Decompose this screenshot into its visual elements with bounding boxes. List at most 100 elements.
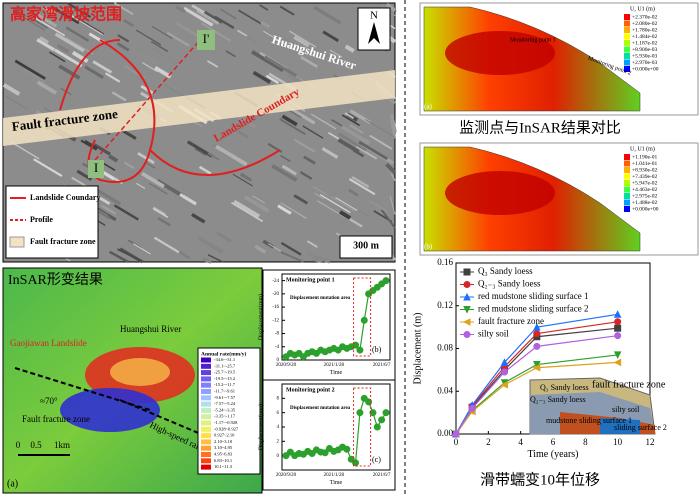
hillshade (76, 169, 93, 181)
hillshade (145, 43, 179, 65)
annotation: Displacement mutation area (290, 406, 351, 411)
colorbar-swatch (201, 395, 211, 401)
colorbar-swatch (624, 59, 630, 66)
hillshade (117, 34, 130, 43)
hillshade (280, 202, 307, 219)
scale-label: 300 m (353, 240, 380, 251)
hillshade (279, 5, 295, 16)
hillshade (357, 209, 369, 217)
colorbar-label: +0.000e+00 (632, 206, 659, 212)
y-tick-label: 0.12 (437, 300, 453, 310)
hillshade (14, 59, 46, 80)
colorbar-label: +8.930e-02 (632, 167, 657, 173)
hillshade (84, 65, 104, 79)
colorbar-swatch (624, 14, 630, 20)
hillshade (108, 154, 119, 163)
hillshade (111, 91, 127, 102)
hillshade (17, 11, 50, 33)
hillshade (179, 193, 197, 206)
river-label: Huangshui River (120, 324, 181, 334)
hillshade (136, 182, 146, 189)
hillshade (265, 74, 280, 84)
hillshade (54, 32, 85, 53)
colorbar-label: +1.041e-01 (632, 161, 657, 167)
y-tick-label: 2 (277, 439, 280, 444)
hillshade (36, 38, 56, 52)
hillshade (100, 204, 117, 215)
hillshade (225, 50, 236, 58)
profile-end: I' (203, 31, 210, 46)
hillshade (351, 176, 370, 189)
colorbar-title: Annual rate(mm/y) (201, 350, 247, 357)
colorbar-label: -25.7~-19.5 (214, 370, 236, 375)
marker (613, 351, 622, 360)
hillshade (287, 108, 302, 119)
hillshade (140, 84, 154, 95)
hillshade (183, 6, 214, 27)
colorbar-label: -3.35~-1.17 (214, 414, 236, 419)
hillshade (237, 115, 257, 129)
point-label: Monitoring point 1 (510, 37, 556, 43)
y-tick-label: -8 (275, 332, 280, 337)
marker (614, 332, 622, 340)
hillshade (5, 95, 29, 110)
hillshade (71, 15, 103, 35)
hillshade (35, 20, 49, 29)
colorbar-label: +5.947e-02 (632, 180, 657, 186)
colorbar-title: U, U1 (m) (630, 145, 655, 152)
colorbar-swatch (201, 426, 211, 432)
marker (378, 416, 386, 424)
legend-label: silty soil (478, 329, 509, 339)
hillshade (104, 72, 121, 83)
colorbar-label: -5.24~-3.35 (214, 407, 236, 412)
hillshade (191, 4, 205, 14)
y-tick-label: 0.08 (437, 343, 453, 353)
legend-label: Fault fracture zone (30, 237, 96, 246)
hillshade (389, 113, 397, 133)
x-axis-label: Time (years) (527, 449, 578, 460)
x-tick-label: 12 (646, 437, 655, 447)
hillshade (152, 207, 169, 219)
marker (282, 452, 290, 460)
hillshade (385, 2, 397, 13)
hillshade (38, 36, 50, 45)
colorbar-label: 3.10~4.95 (214, 445, 233, 450)
x-tick-label: 8 (583, 437, 588, 447)
hillshade (329, 49, 343, 58)
x-axis-label: Time (330, 370, 343, 376)
colorbar-label: +1.484e-02 (632, 34, 657, 40)
marker (463, 331, 471, 338)
colorbar-swatch (624, 180, 630, 186)
colorbar-label: +2.970e-03 (632, 60, 657, 66)
colorbar-label: +4.463e-02 (632, 187, 657, 193)
hillshade (10, 141, 40, 160)
colorbar-label: +1.488e-02 (632, 200, 657, 206)
hillshade (142, 62, 158, 73)
inset-label: silty soil (612, 405, 640, 414)
inset-label: Q₂₋₃ Sandy loess (530, 395, 586, 404)
hillshade (166, 82, 193, 100)
hillshade (281, 164, 298, 176)
hillshade (175, 5, 186, 14)
hillshade (281, 114, 298, 127)
marker (382, 409, 390, 417)
colorbar-label: +5.930e-03 (632, 53, 657, 59)
chart-title: Monitoring point 2 (286, 387, 335, 393)
profile-box (197, 30, 215, 50)
deformation-mid (110, 358, 170, 386)
hillshade (123, 19, 134, 27)
hillshade (144, 161, 156, 169)
colorbar-label: -34.6~-31.1 (214, 357, 235, 362)
hillshade (314, 192, 325, 200)
y-tick-label: 4 (277, 425, 280, 430)
marker (369, 409, 377, 417)
x-tick-label: 2020/9/20 (276, 473, 297, 478)
colorbar-swatch (201, 439, 211, 445)
hillshade (293, 194, 309, 205)
colorbar-swatch (624, 173, 630, 180)
colorbar-swatch (201, 445, 211, 451)
x-tick-label: 2021/6/7 (373, 363, 391, 368)
fault-label: Fault fracture zone (22, 414, 90, 424)
hillshade (339, 210, 352, 220)
